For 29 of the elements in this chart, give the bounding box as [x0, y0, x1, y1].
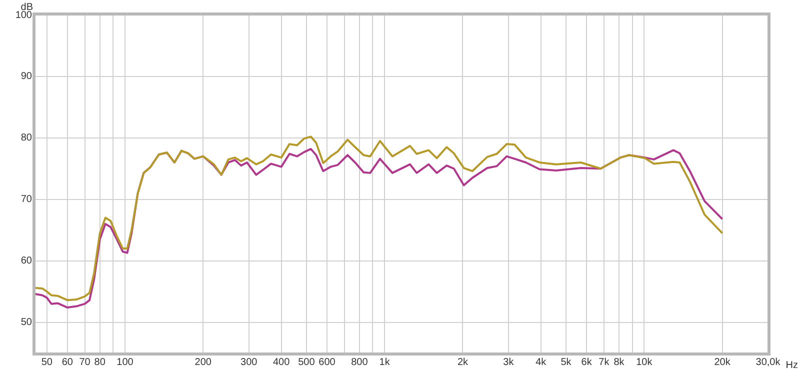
x-tick-label: 5k [560, 356, 572, 368]
x-tick-label: 200 [194, 356, 212, 368]
y-tick-label: 70 [20, 194, 32, 206]
x-tick-label: 10k [636, 356, 654, 368]
x-tick-label: 2k [457, 356, 470, 368]
x-tick-label: 3k [503, 356, 515, 368]
y-tick-label: 100 [15, 10, 32, 21]
x-tick-label: 100 [116, 356, 134, 368]
x-tick-label: 1k [379, 356, 391, 368]
x-tick-label: 300 [240, 356, 258, 368]
y-tick-label: 50 [20, 317, 32, 328]
x-tick-label: 8k [614, 356, 626, 368]
x-tick-label: 600 [318, 356, 336, 368]
x-tick-label: 6k [581, 356, 593, 368]
y-tick-label: 80 [20, 132, 32, 144]
x-tick-label: 4k [536, 356, 548, 368]
y-tick-label: 60 [20, 256, 32, 267]
x-tick-label: 800 [351, 356, 368, 368]
x-tick-label: 70 [79, 356, 91, 368]
x-tick-label: 80 [94, 356, 106, 368]
x-tick-label: 30,0k [756, 356, 782, 368]
x-tick-label: 50 [41, 356, 53, 368]
x-tick-label: 400 [272, 356, 290, 368]
x-tick-label: 60 [62, 356, 74, 368]
x-tick-label: 7k [598, 356, 610, 368]
y-tick-label: 90 [20, 71, 32, 82]
x-tick-label: 500 [298, 356, 316, 368]
x-tick-label: 20k [714, 356, 732, 368]
x-axis-title: Hz [786, 360, 798, 371]
